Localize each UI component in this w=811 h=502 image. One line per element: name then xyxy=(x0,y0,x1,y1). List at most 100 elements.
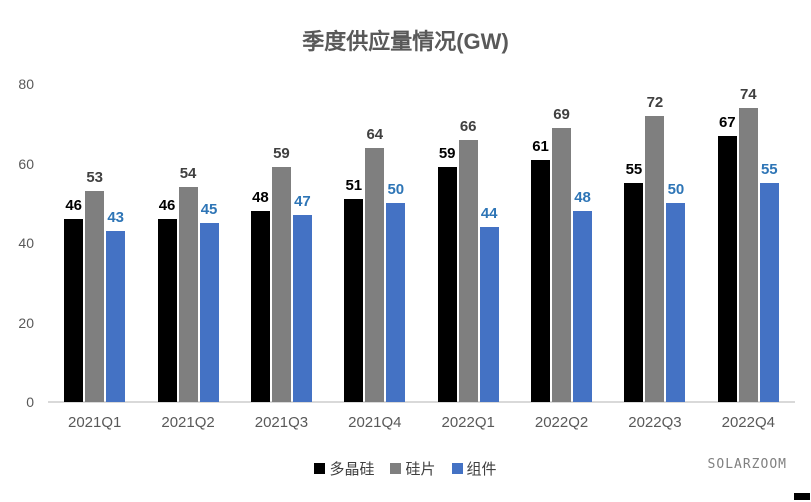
bar-wrap-polysilicon-2022q1: 59 xyxy=(437,84,457,402)
bar-wrap-wafer-2021q3: 59 xyxy=(271,84,291,402)
bar-wrap-polysilicon-2022q3: 55 xyxy=(624,84,644,402)
x-axis-label-2021q1: 2021Q1 xyxy=(67,414,122,431)
bar-module-2022q1 xyxy=(479,227,499,402)
x-axis-label-2021q2: 2021Q2 xyxy=(161,414,215,431)
bar-module-2022q2 xyxy=(573,211,593,402)
bar-value-label-module: 48 xyxy=(574,189,591,207)
bar-wafer-2022q2 xyxy=(552,127,572,402)
bar-wafer-2021q3 xyxy=(271,167,291,402)
bar-value-label-wafer: 64 xyxy=(366,125,384,143)
bar-value-label-polysilicon: 61 xyxy=(532,137,549,155)
bar-wafer-2022q4 xyxy=(738,107,758,402)
x-axis-label-2022q4: 2022Q4 xyxy=(721,414,775,431)
x-axis: 2021Q1 2021Q2 2021Q3 2021Q4 2022Q1 2022Q2 2022… xyxy=(48,414,795,431)
bar-wrap-module-2022q2: 48 xyxy=(573,84,593,402)
bar-polysilicon-2022q2 xyxy=(531,159,551,402)
bar-group-2022q1: 59 66 44 xyxy=(422,84,515,402)
legend: 多晶硅 硅片 组件 xyxy=(0,458,811,479)
bar-value-label-polysilicon: 46 xyxy=(158,197,176,215)
bar-polysilicon-2021q2 xyxy=(157,219,177,402)
bar-value-label-module: 50 xyxy=(667,181,685,199)
y-tick-label: 0 xyxy=(26,394,34,410)
bar-wrap-module-2021q4: 50 xyxy=(386,84,406,402)
bar-wrap-polysilicon-2021q4: 51 xyxy=(344,84,364,402)
legend-label: 组件 xyxy=(466,461,497,478)
x-axis-label-2021q4: 2021Q4 xyxy=(348,414,402,431)
y-tick-label: 40 xyxy=(18,235,34,251)
bar-value-label-wafer: 53 xyxy=(86,169,104,187)
bar-wrap-module-2021q1: 43 xyxy=(106,84,126,402)
bar-module-2021q2 xyxy=(199,223,219,402)
bar-value-label-wafer: 74 xyxy=(739,85,757,103)
bar-polysilicon-2022q1 xyxy=(437,167,457,402)
bar-value-label-module: 44 xyxy=(480,205,498,223)
bar-value-label-polysilicon: 48 xyxy=(252,189,269,207)
bar-value-label-polysilicon: 51 xyxy=(345,177,363,195)
bar-module-2022q3 xyxy=(666,203,686,402)
legend-swatch-icon xyxy=(451,463,463,474)
bar-value-label-wafer: 66 xyxy=(459,117,477,135)
bar-polysilicon-2021q1 xyxy=(64,219,84,402)
bar-wafer-2022q3 xyxy=(645,115,665,402)
bar-wrap-module-2022q3: 50 xyxy=(666,84,686,402)
y-axis: 0 20 40 60 80 xyxy=(0,77,34,409)
y-tick-label: 60 xyxy=(18,155,34,172)
y-tick-label: 80 xyxy=(18,76,34,92)
bar-group-2021q4: 51 64 50 xyxy=(328,84,421,402)
bar-wrap-wafer-2022q2: 69 xyxy=(552,84,572,402)
bar-value-label-module: 45 xyxy=(200,201,218,219)
bar-wrap-module-2022q1: 44 xyxy=(479,84,499,402)
bar-value-label-module: 55 xyxy=(760,161,778,179)
bar-wrap-wafer-2021q1: 53 xyxy=(85,84,105,402)
bar-wrap-polysilicon-2021q3: 48 xyxy=(250,84,270,402)
bar-value-label-wafer: 54 xyxy=(179,165,197,183)
bar-polysilicon-2022q4 xyxy=(717,135,737,402)
watermark: SOLARZOOM xyxy=(707,457,787,472)
bar-wrap-polysilicon-2022q2: 61 xyxy=(531,84,551,402)
bar-wrap-module-2021q3: 47 xyxy=(292,84,312,402)
legend-swatch-icon xyxy=(390,463,402,474)
x-axis-label-2022q3: 2022Q3 xyxy=(628,414,682,431)
bar-wafer-2021q1 xyxy=(85,191,105,402)
bar-wrap-wafer-2021q4: 64 xyxy=(365,84,385,402)
bar-value-label-wafer: 59 xyxy=(273,145,290,163)
bar-groups: 46 53 43 46 54 45 48 59 47 51 64 50 59 66 44 61 69 48 55 72… xyxy=(48,84,795,402)
x-axis-label-2022q2: 2022Q2 xyxy=(534,414,589,431)
bar-wrap-wafer-2021q2: 54 xyxy=(178,84,198,402)
bar-group-2022q4: 67 74 55 xyxy=(702,84,795,402)
x-axis-line xyxy=(48,401,795,403)
legend-label: 多晶硅 xyxy=(329,461,375,478)
bar-wafer-2021q2 xyxy=(178,187,198,402)
bar-wrap-polysilicon-2021q1: 46 xyxy=(64,84,84,402)
bar-value-label-wafer: 69 xyxy=(553,105,570,123)
bar-wrap-wafer-2022q4: 74 xyxy=(738,84,758,402)
bar-wrap-polysilicon-2021q2: 46 xyxy=(157,84,177,402)
bar-value-label-module: 50 xyxy=(387,181,405,199)
corner-mark xyxy=(794,493,810,500)
plot-area: 46 53 43 46 54 45 48 59 47 51 64 50 59 66 44 61 69 48 55 72… xyxy=(48,84,795,402)
bar-module-2021q3 xyxy=(292,215,312,402)
legend-item-module: 组件 xyxy=(451,458,497,479)
y-tick-label: 20 xyxy=(18,314,34,331)
bar-value-label-module: 43 xyxy=(107,209,125,227)
bar-polysilicon-2022q3 xyxy=(624,183,644,402)
bar-wrap-wafer-2022q1: 66 xyxy=(458,84,478,402)
bar-group-2021q3: 48 59 47 xyxy=(235,84,328,402)
bar-value-label-polysilicon: 46 xyxy=(65,197,83,215)
bar-group-2021q2: 46 54 45 xyxy=(141,84,234,402)
bar-module-2021q4 xyxy=(386,203,406,402)
legend-item-polysilicon: 多晶硅 xyxy=(314,458,374,479)
bar-wafer-2022q1 xyxy=(458,139,478,402)
bar-value-label-polysilicon: 55 xyxy=(625,161,643,179)
chart-title: 季度供应量情况(GW) xyxy=(302,29,509,54)
bar-wrap-polysilicon-2022q4: 67 xyxy=(717,84,737,402)
legend-swatch-icon xyxy=(314,463,326,474)
bar-wrap-module-2022q4: 55 xyxy=(759,84,779,402)
x-axis-label-2021q3: 2021Q3 xyxy=(254,414,309,431)
bar-module-2022q4 xyxy=(759,183,779,402)
bar-group-2022q2: 61 69 48 xyxy=(515,84,608,402)
x-axis-label-2022q1: 2022Q1 xyxy=(441,414,495,431)
bar-wafer-2021q4 xyxy=(365,147,385,402)
bar-group-2022q3: 55 72 50 xyxy=(608,84,701,402)
